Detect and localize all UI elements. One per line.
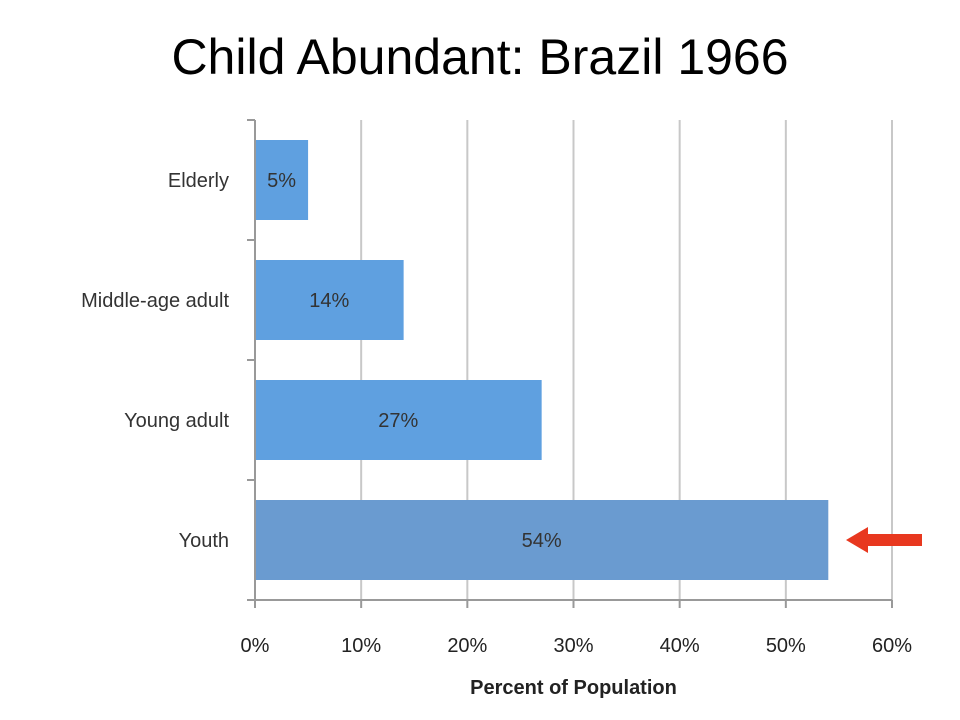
y-category-label: Elderly [168, 170, 229, 192]
bar [255, 500, 829, 580]
bar [255, 380, 542, 460]
x-tick-label: 10% [341, 635, 381, 657]
bars [255, 140, 829, 580]
data-label: 14% [309, 290, 349, 312]
arrow-shaft [862, 534, 922, 546]
x-tick-label: 60% [872, 635, 912, 657]
x-tick-label: 40% [660, 635, 700, 657]
bar [255, 260, 404, 340]
grid-lines [360, 120, 893, 600]
x-tick-label: 20% [447, 635, 487, 657]
x-tick-label: 30% [553, 635, 593, 657]
data-label: 27% [378, 410, 418, 432]
highlight-arrow-icon [846, 527, 922, 553]
bar [255, 140, 309, 220]
data-label: 5% [267, 170, 296, 192]
labels: 0% 10% 20% 30% 40% 50% 60% Elderly 5% Middle-age … [81, 170, 912, 657]
x-axis-title: Percent of Population [470, 677, 677, 699]
y-category-label: Middle-age adult [81, 290, 229, 312]
y-category-label: Youth [179, 530, 229, 552]
arrow-head [846, 527, 868, 553]
chart-title: Child Abundant: Brazil 1966 [171, 29, 789, 85]
x-tick-label: 50% [766, 635, 806, 657]
data-label: 54% [522, 530, 562, 552]
y-category-label: Young adult [124, 410, 229, 432]
axes [247, 119, 893, 608]
x-tick-label: 0% [241, 635, 270, 657]
